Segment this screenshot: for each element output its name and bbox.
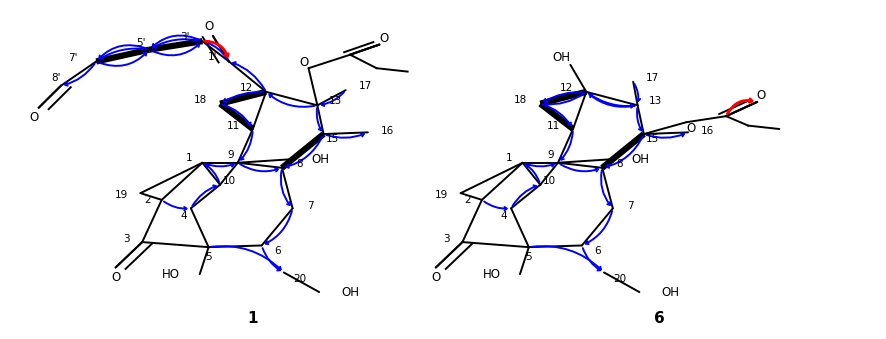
Text: 2: 2 (464, 195, 471, 205)
Text: 13: 13 (329, 96, 342, 106)
Text: OH: OH (553, 51, 571, 64)
Text: 15: 15 (646, 134, 659, 144)
Text: 18: 18 (194, 95, 207, 105)
Text: OH: OH (662, 285, 680, 299)
Text: 7: 7 (307, 201, 314, 211)
Text: 8: 8 (617, 159, 623, 169)
Text: 18: 18 (514, 95, 527, 105)
Text: 20: 20 (293, 274, 307, 284)
Text: O: O (379, 32, 388, 45)
Text: 8: 8 (297, 159, 303, 169)
Text: 9: 9 (228, 150, 234, 160)
Text: 5: 5 (206, 252, 212, 262)
Text: 5': 5' (136, 38, 145, 48)
Text: 17: 17 (359, 81, 372, 91)
Text: 4: 4 (501, 211, 508, 221)
Text: 10: 10 (542, 176, 556, 186)
Text: O: O (111, 271, 120, 284)
Text: 16: 16 (701, 126, 714, 136)
Text: OH: OH (632, 153, 649, 166)
Text: 12: 12 (240, 83, 253, 94)
Text: 6: 6 (595, 245, 601, 256)
Text: 10: 10 (222, 176, 236, 186)
Text: OH: OH (311, 153, 330, 166)
Text: 1': 1' (208, 53, 218, 62)
Text: O: O (757, 89, 766, 102)
Text: 16: 16 (381, 126, 394, 136)
Text: 19: 19 (435, 190, 447, 200)
Text: 1: 1 (247, 311, 258, 325)
Text: 3: 3 (443, 234, 450, 244)
Text: OH: OH (341, 285, 359, 299)
Text: 5: 5 (525, 252, 532, 262)
Text: 13: 13 (649, 96, 662, 106)
Text: O: O (204, 20, 214, 33)
Text: 2: 2 (144, 195, 151, 205)
Text: O: O (431, 271, 440, 284)
Text: 20: 20 (613, 274, 626, 284)
Text: O: O (299, 56, 308, 68)
Text: HO: HO (162, 268, 180, 281)
Text: 9: 9 (548, 150, 555, 160)
Text: 8': 8' (51, 73, 60, 83)
Text: 6: 6 (655, 311, 665, 325)
Text: O: O (686, 122, 696, 135)
Text: 15: 15 (326, 134, 339, 144)
Text: 1: 1 (186, 153, 192, 163)
Text: 7: 7 (627, 201, 633, 211)
Text: 17: 17 (646, 73, 659, 83)
Text: 11: 11 (547, 121, 560, 131)
Text: 4: 4 (181, 211, 187, 221)
Text: 19: 19 (114, 190, 128, 200)
Text: 1: 1 (506, 153, 513, 163)
Text: 6: 6 (275, 245, 281, 256)
Text: 3': 3' (180, 32, 190, 42)
Text: 11: 11 (227, 121, 240, 131)
Text: O: O (30, 111, 39, 124)
Text: 7': 7' (68, 53, 78, 63)
Text: 3: 3 (123, 234, 129, 244)
Text: 12: 12 (560, 83, 573, 94)
Text: HO: HO (483, 268, 501, 281)
